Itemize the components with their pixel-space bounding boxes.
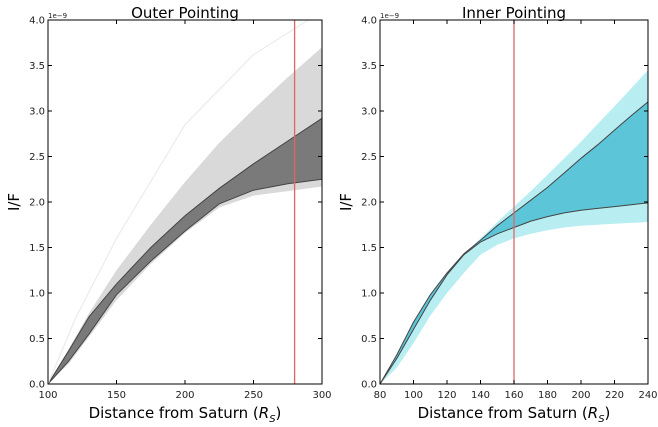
x-tick-label: 80: [374, 390, 387, 401]
y-tick-label: 1.5: [29, 243, 45, 254]
y-tick-label: 0.5: [361, 334, 377, 345]
x-tick-label: 100: [38, 390, 57, 401]
y-axis-label: I/F: [5, 193, 23, 211]
y-offset-label: 1e−9: [48, 12, 67, 20]
series-inner_band-upper-line: [47, 117, 323, 385]
chart-title: Inner Pointing: [462, 4, 566, 22]
y-tick-label: 0.0: [361, 380, 377, 391]
y-offset-label: 1e−9: [380, 12, 399, 20]
y-tick-label: 1.5: [361, 243, 377, 254]
x-tick-label: 300: [312, 390, 331, 401]
series-inner_band-area: [48, 118, 322, 385]
y-tick-label: 2.5: [361, 152, 377, 163]
y-tick-label: 2.0: [29, 198, 45, 209]
y-tick-label: 2.0: [361, 198, 377, 209]
series-inner_band-lower-line: [47, 178, 323, 385]
x-tick-label: 120: [437, 390, 456, 401]
y-tick-label: 0.5: [29, 334, 45, 345]
y-tick-label: 4.0: [29, 16, 45, 27]
y-tick-label: 3.5: [361, 61, 377, 72]
outer-pointing-plot-area: 100 150 200 250 300 0.0 0.5 1.0 1.5 2.0 2.5 3.0 3.5 4…: [29, 16, 331, 402]
x-tick-label: 250: [244, 390, 263, 401]
x-axis-label: Distance from Saturn (RS): [418, 404, 611, 425]
x-tick-label: 220: [605, 390, 624, 401]
x-tick-label: 200: [571, 390, 590, 401]
y-tick-label: 1.0: [361, 289, 377, 300]
y-tick-label: 2.5: [29, 152, 45, 163]
x-tick-label: 240: [638, 390, 657, 401]
x-tick-label: 160: [504, 390, 523, 401]
y-tick-label: 3.5: [29, 61, 45, 72]
outer-pointing-panel: Outer Pointing 1e−9 I/F Distance from Sa…: [5, 4, 332, 425]
chart-title: Outer Pointing: [131, 4, 239, 22]
y-tick-label: 4.0: [361, 16, 377, 27]
y-axis-label: I/F: [337, 193, 355, 211]
series-inner_band-area: [380, 101, 648, 385]
x-tick-label: 200: [175, 390, 194, 401]
y-tick-label: 3.0: [29, 107, 45, 118]
series-faint_line: [47, 19, 309, 385]
inner-pointing-plot-area: 80 100 120 140 160 180 200 220 240 0.0 0.5 1.0 1.5 2.…: [361, 16, 657, 402]
inner-pointing-panel: Inner Pointing 1e−9 I/F Distance from Sa…: [337, 4, 658, 425]
x-axis-label: Distance from Saturn (RS): [89, 404, 282, 425]
x-tick-label: 100: [404, 390, 423, 401]
y-tick-label: 1.0: [29, 289, 45, 300]
x-tick-label: 150: [107, 390, 126, 401]
y-tick-label: 0.0: [29, 380, 45, 391]
y-tick-label: 3.0: [361, 107, 377, 118]
x-tick-label: 140: [471, 390, 490, 401]
x-tick-label: 180: [538, 390, 557, 401]
